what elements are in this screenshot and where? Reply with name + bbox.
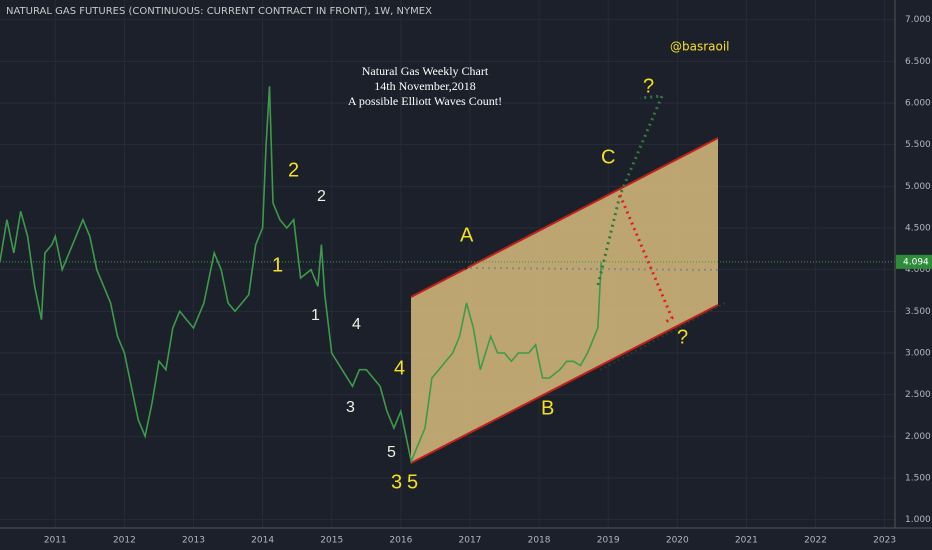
x-tick-label: 2020: [666, 536, 689, 546]
support-dots: [599, 302, 726, 371]
x-tick-label: 2016: [389, 536, 412, 546]
price-line: [0, 86, 603, 464]
x-tick-label: 2021: [735, 536, 758, 546]
projection-up: [596, 94, 665, 286]
wave-label: 1: [272, 254, 283, 276]
y-tick-label: 2.500: [905, 390, 931, 400]
last-price-label: 4.094: [903, 257, 929, 267]
wave-label: 5: [407, 471, 418, 493]
x-tick-label: 2013: [182, 536, 205, 546]
wave-label: C: [601, 146, 615, 168]
wave-label: 4: [352, 316, 361, 333]
wave-label: 3: [391, 471, 402, 493]
projection-down: [618, 194, 674, 325]
y-tick-label: 1.500: [905, 474, 931, 484]
wave-label: A: [460, 224, 474, 246]
annotation: Natural Gas Weekly Chart: [362, 64, 489, 78]
y-tick-label: 5.000: [905, 182, 931, 192]
y-tick-label: 5.500: [905, 140, 931, 150]
x-tick-label: 2011: [44, 536, 67, 546]
price-axis: [895, 0, 932, 550]
wave-label: 2: [317, 188, 326, 205]
wave-label: 4: [394, 357, 405, 379]
wave-label: ?: [677, 326, 688, 348]
x-tick-label: 2017: [459, 536, 482, 546]
x-tick-label: 2014: [251, 536, 274, 546]
y-tick-label: 6.000: [905, 99, 931, 109]
y-tick-label: 4.500: [905, 224, 931, 234]
channel-upper: [410, 137, 719, 298]
chart-title: NATURAL GAS FUTURES (CONTINUOUS: CURRENT…: [6, 6, 432, 17]
x-tick-label: 2023: [873, 536, 896, 546]
last-price-box: [896, 254, 932, 269]
x-tick-label: 2012: [113, 536, 136, 546]
x-tick-label: 2015: [320, 536, 343, 546]
y-tick-label: 1.000: [905, 515, 931, 525]
wave-label: ?: [643, 75, 654, 97]
y-tick-label: 2.000: [905, 432, 931, 442]
annotation: 14th November,2018: [374, 79, 476, 93]
annotation: @basraoil: [670, 40, 730, 54]
x-tick-label: 2018: [528, 536, 551, 546]
y-tick-label: 3.000: [905, 349, 931, 359]
annotation: A possible Elliott Waves Count!: [348, 94, 502, 108]
wave-label: 5: [387, 444, 396, 461]
axes: 1.000 1.500 2.000 2.500 3.000 3.500 4.000 4.500…: [44, 15, 932, 546]
wave-label: 2: [288, 159, 299, 181]
wave-label: 3: [346, 399, 355, 416]
y-tick-label: 3.500: [905, 307, 931, 317]
y-tick-label: 7.000: [905, 15, 931, 25]
channel-lower: [410, 304, 719, 464]
x-tick-label: 2022: [804, 536, 827, 546]
wave-label: B: [541, 397, 554, 419]
plot: [0, 86, 895, 464]
channel-fill: [411, 138, 718, 463]
y-tick-label: 4.000: [905, 265, 931, 275]
y-tick-label: 6.500: [905, 57, 931, 67]
x-tick-label: 2019: [597, 536, 620, 546]
wave-label: 1: [311, 307, 320, 324]
